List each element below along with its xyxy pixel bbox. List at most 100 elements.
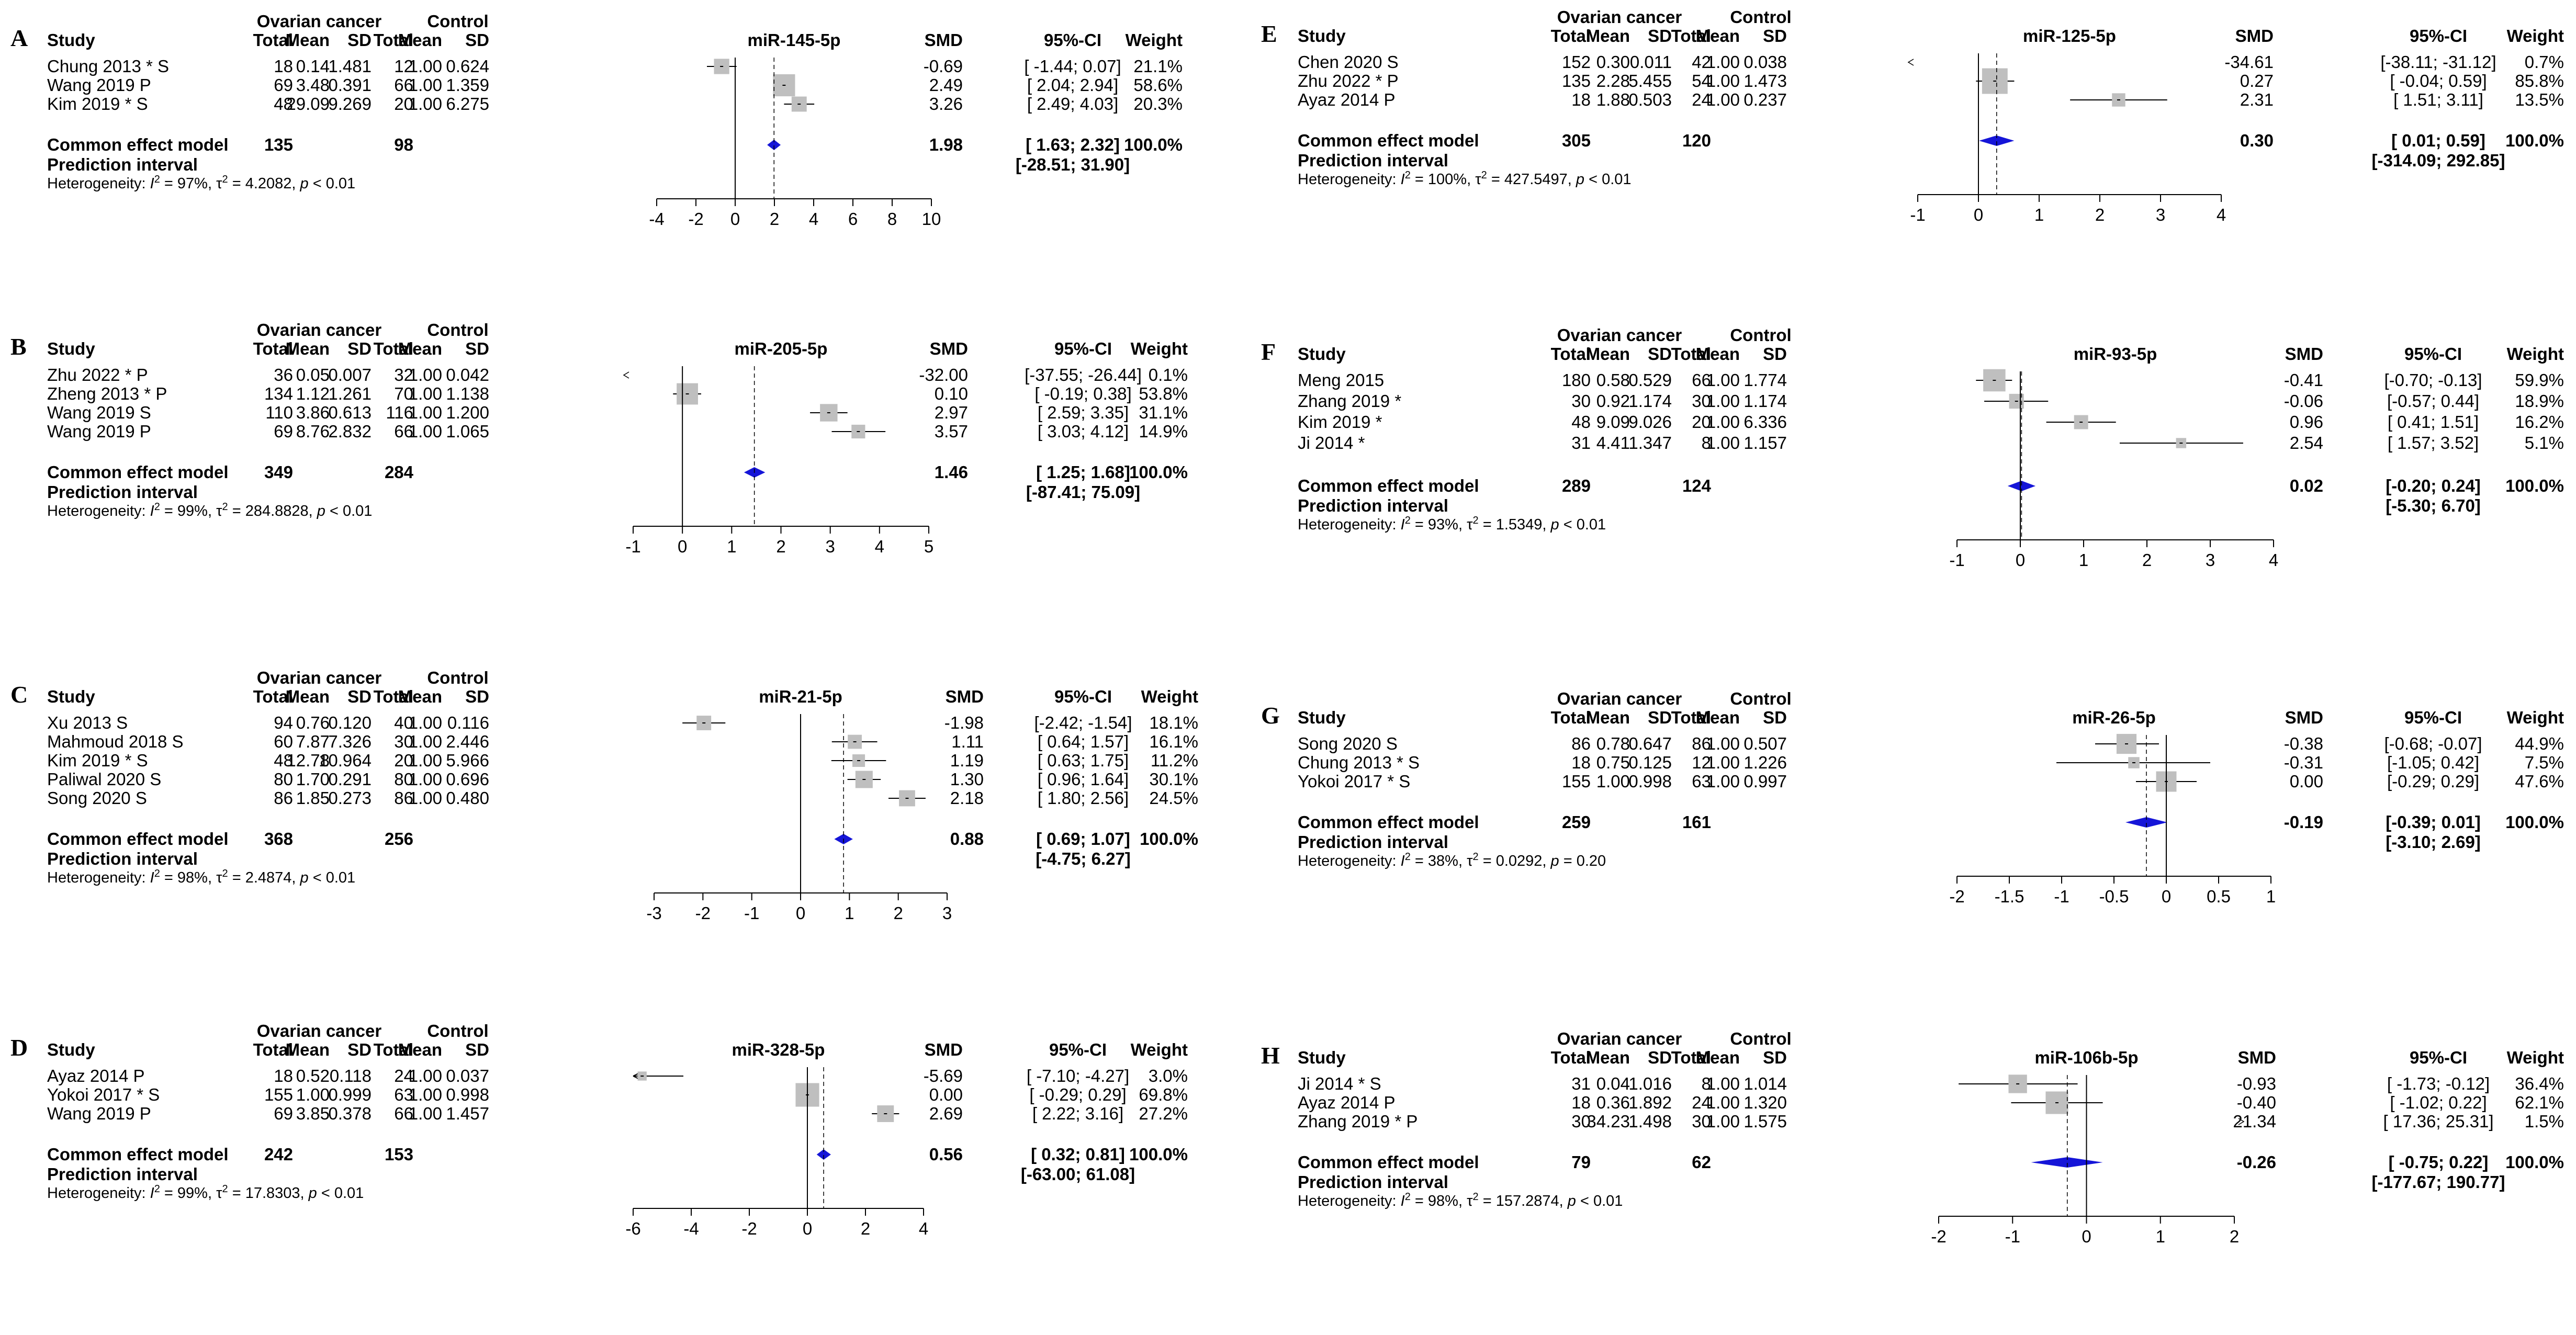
sd-1: 1.892 <box>1628 1093 1672 1112</box>
ci-value: [ 0.41; 1.51] <box>2388 412 2479 432</box>
total-1: 155 <box>1562 772 1591 791</box>
smd-value: 0.00 <box>929 1085 963 1104</box>
smd-value: -0.93 <box>2237 1074 2276 1093</box>
prediction-label: Prediction interval <box>1298 1172 1448 1192</box>
total-2: 54 <box>1692 71 1711 90</box>
weight-value: 24.5% <box>1149 788 1198 808</box>
study-row: Paliwal 2020 S 80 1.700.291 801.00 0.696 1.30… <box>47 770 1198 789</box>
col-header-weight: Weight <box>1131 1040 1188 1059</box>
panel-letter: B <box>10 333 27 360</box>
ci-value: [-0.57; 0.44] <box>2387 391 2479 411</box>
common-ci: [ 1.63; 2.32] <box>1026 135 1120 154</box>
heterogeneity-text: Heterogeneity: I2 = 100%, τ2 = 427.5497,… <box>1298 169 1632 188</box>
col-header-smd: SMD <box>2238 1048 2276 1067</box>
common-ci: [ 1.25; 1.68] <box>1036 462 1130 482</box>
col-header-smd: SMD <box>2235 26 2274 46</box>
weight-value: 31.1% <box>1139 403 1188 422</box>
common-total-2: 161 <box>1682 812 1711 832</box>
col-header-weight: Weight <box>2507 344 2564 364</box>
mean-2: 1.00 <box>409 75 442 95</box>
mean-1: 0.04 <box>1596 1074 1630 1093</box>
common-total-1: 259 <box>1562 812 1591 832</box>
col-header-study: Study <box>1298 344 1346 364</box>
mean-1: 2.28 <box>1596 71 1630 90</box>
x-tick-label: -4 <box>649 209 664 229</box>
sd-1: 1.261 <box>328 384 372 403</box>
mean-1: 0.52 <box>296 1066 330 1085</box>
total-2: 24 <box>1692 1093 1711 1112</box>
mean-2: 1.00 <box>1706 1093 1740 1112</box>
weight-value: 14.9% <box>1139 422 1188 441</box>
ci-value: [-38.11; -31.12] <box>2380 52 2496 72</box>
col-header-mean-2: Mean <box>398 339 442 358</box>
mean-2: 1.00 <box>1706 71 1740 90</box>
col-header-study: Study <box>47 1040 95 1059</box>
ci-value: [-0.70; -0.13] <box>2384 370 2482 390</box>
sd-2: 0.116 <box>447 713 489 732</box>
x-tick-label: 0 <box>2016 550 2025 570</box>
mean-1: 0.36 <box>1596 1093 1630 1112</box>
study-name: Meng 2015 <box>1298 370 1384 390</box>
study-row: Chung 2013 * S 18 0.750.125 121.00 1.226 -0.3… <box>1298 753 2564 772</box>
col-header-sd-2: SD <box>465 687 489 706</box>
study-name: Song 2020 S <box>47 788 147 808</box>
mean-1: 0.30 <box>1596 52 1630 72</box>
col-header-sd-2: SD <box>1763 26 1787 46</box>
col-header-weight: Weight <box>1126 30 1183 50</box>
common-effect-label: Common effect model <box>47 462 229 482</box>
prediction-interval: [-4.75; 6.27] <box>1036 849 1131 868</box>
total-1: 30 <box>1571 1112 1591 1131</box>
weight-value: 53.8% <box>1139 384 1188 403</box>
mean-2: 1.00 <box>1706 412 1740 432</box>
total-2: 20 <box>1692 412 1711 432</box>
total-2: 12 <box>1692 753 1711 772</box>
study-name: Song 2020 S <box>1298 734 1398 753</box>
mean-1: 9.09 <box>1596 412 1630 432</box>
sd-2: 1.320 <box>1743 1093 1787 1112</box>
col-header-total-1: Total <box>253 687 293 706</box>
study-name: Paliwal 2020 S <box>47 770 161 789</box>
total-2: 20 <box>394 751 413 770</box>
mean-2: 1.00 <box>1706 433 1740 452</box>
group-header-ovarian-cancer: Ovarian cancer <box>1557 689 1682 708</box>
x-tick-label: -4 <box>683 1219 699 1238</box>
ci-value: [ -0.04; 0.59] <box>2390 71 2487 90</box>
total-1: 80 <box>274 770 293 789</box>
col-header-mean-2: Mean <box>398 30 442 50</box>
common-total-1: 305 <box>1562 131 1591 150</box>
total-2: 70 <box>394 384 413 403</box>
weight-value: 18.1% <box>1149 713 1198 732</box>
col-header-sd-1: SD <box>347 339 372 358</box>
col-header-mean-1: Mean <box>286 339 330 358</box>
prediction-interval: [-87.41; 75.09] <box>1026 482 1140 502</box>
mean-2: 1.00 <box>1706 52 1740 72</box>
total-2: 86 <box>394 788 413 808</box>
smd-value: 1.11 <box>951 732 984 751</box>
heterogeneity-text: Heterogeneity: I2 = 99%, τ2 = 284.8828, … <box>47 501 372 519</box>
col-header-mean-1: Mean <box>286 1040 330 1059</box>
mean-2: 1.00 <box>1706 753 1740 772</box>
ci-value: [ -1.73; -0.12] <box>2387 1074 2490 1093</box>
heterogeneity-text: Heterogeneity: I2 = 98%, τ2 = 157.2874, … <box>1298 1191 1623 1209</box>
weight-value: 85.8% <box>2515 71 2564 90</box>
study-name: Yokoi 2017 * S <box>1298 772 1410 791</box>
sd-2: 0.997 <box>1743 772 1787 791</box>
smd-value: -32.00 <box>919 365 968 384</box>
sd-2: 1.065 <box>446 422 489 441</box>
common-effect-row: Common effect model 349 284 1.46 [ 1.25; 1.6… <box>47 462 1188 482</box>
total-2: 30 <box>1692 1112 1711 1131</box>
ci-value: [ 1.80; 2.56] <box>1038 788 1129 808</box>
x-tick-label: 1 <box>727 537 736 556</box>
weight-value: 59.9% <box>2515 370 2564 390</box>
common-total-2: 124 <box>1682 476 1712 495</box>
col-header-total-1: Total <box>1551 708 1591 727</box>
x-tick-label: -2 <box>1931 1227 1946 1246</box>
sd-1: 1.347 <box>1628 433 1672 452</box>
x-tick-label: 2 <box>861 1219 870 1238</box>
prediction-label: Prediction interval <box>47 849 198 868</box>
col-header-study: Study <box>47 30 95 50</box>
weight-value: 5.1% <box>2525 433 2564 452</box>
